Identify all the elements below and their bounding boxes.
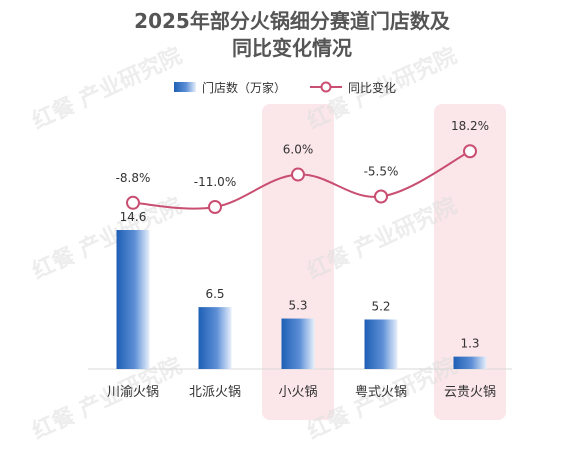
bar-value-label: 1.3 bbox=[460, 337, 479, 351]
line-marker bbox=[374, 189, 388, 204]
line-marker bbox=[463, 144, 477, 159]
bar-value-label: 6.5 bbox=[205, 287, 224, 301]
legend-bar-swatch bbox=[174, 82, 196, 92]
line-value-label: 18.2% bbox=[451, 119, 489, 133]
line-value-label: -11.0% bbox=[194, 175, 236, 189]
line-marker bbox=[291, 167, 305, 182]
legend: 门店数（万家） 同比变化 bbox=[174, 80, 396, 95]
line-value-label: 6.0% bbox=[283, 143, 314, 157]
legend-bar-label: 门店数（万家） bbox=[202, 80, 286, 95]
x-tick-label: 北派火锅 bbox=[189, 384, 241, 400]
x-axis-labels: 川渝火锅 北派火锅 小火锅 粤式火锅 云贵火锅 bbox=[107, 384, 496, 400]
bar bbox=[116, 230, 150, 369]
x-tick-label: 川渝火锅 bbox=[107, 384, 159, 400]
bar-series: 14.6 6.5 5.3 5.2 1.3 bbox=[116, 210, 487, 369]
highlight-band bbox=[262, 104, 334, 420]
highlight-band bbox=[434, 104, 506, 420]
x-tick-label: 粤式火锅 bbox=[355, 384, 407, 400]
highlight-bands bbox=[262, 104, 506, 420]
line-value-label: -5.5% bbox=[364, 165, 399, 179]
line-series: -8.8% -11.0% 6.0% -5.5% 18.2% bbox=[116, 119, 489, 215]
bar bbox=[453, 356, 487, 369]
bar bbox=[281, 318, 315, 369]
bar-value-label: 5.3 bbox=[288, 299, 307, 313]
bar-value-label: 5.2 bbox=[371, 299, 390, 313]
line-value-label: -8.8% bbox=[116, 171, 151, 185]
watermark-text: 红餐 产业研究院 bbox=[28, 43, 186, 135]
chart-title-line-1: 2025年部分火锅细分赛道门店数及 bbox=[134, 9, 450, 33]
x-tick-label: 小火锅 bbox=[278, 384, 317, 400]
line-marker bbox=[126, 195, 140, 210]
chart-title-line-2: 同比变化情况 bbox=[232, 36, 352, 60]
x-tick-label: 云贵火锅 bbox=[444, 384, 496, 400]
legend-line-label: 同比变化 bbox=[348, 80, 396, 95]
line-marker bbox=[208, 200, 222, 215]
bar-value-label: 14.6 bbox=[120, 210, 147, 224]
legend-line-marker bbox=[320, 81, 332, 93]
bar bbox=[364, 319, 398, 369]
bar bbox=[198, 307, 232, 369]
